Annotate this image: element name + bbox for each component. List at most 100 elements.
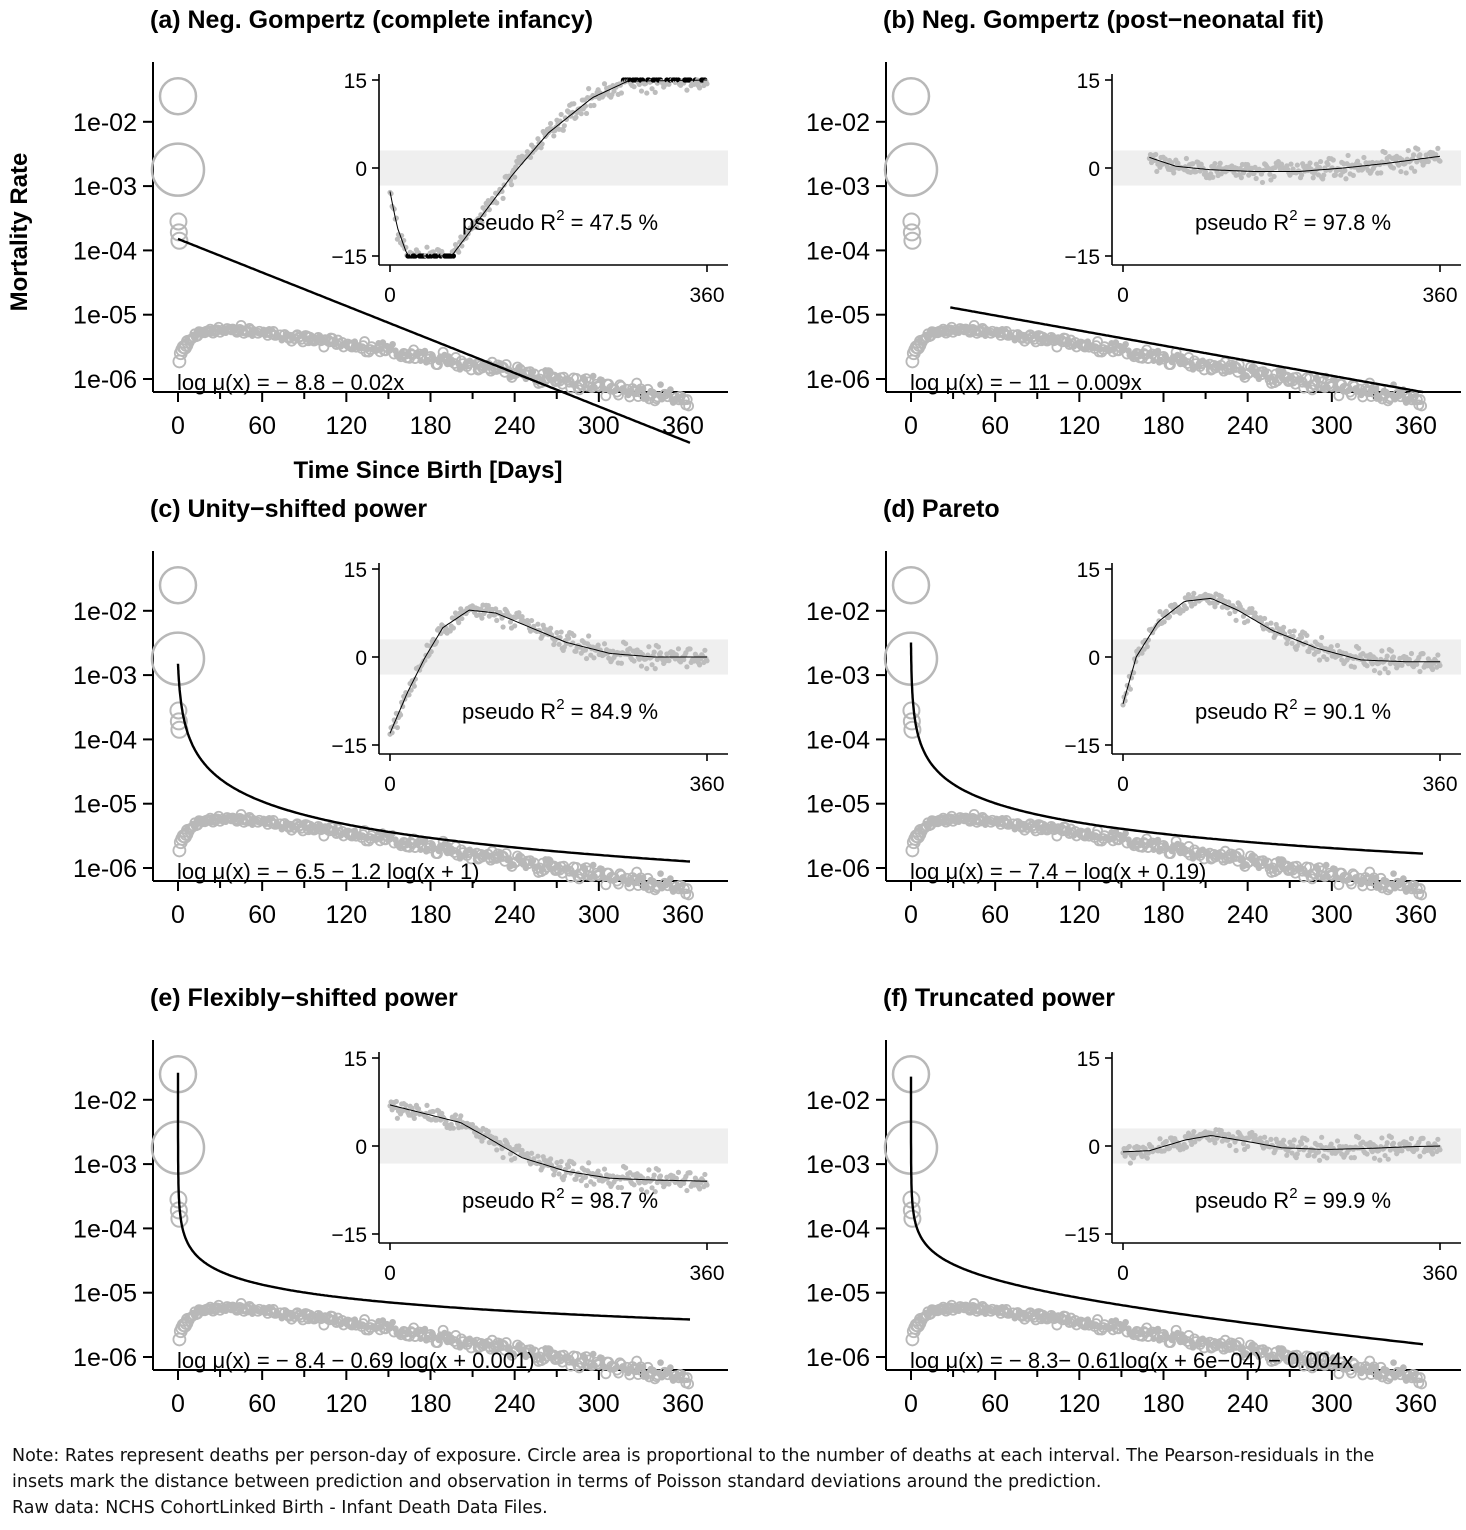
residual-dot xyxy=(1157,1136,1163,1142)
residual-dot xyxy=(1342,168,1348,174)
x-tick-label: 360 xyxy=(1395,901,1437,929)
residual-dot xyxy=(1313,161,1319,167)
residual-dot xyxy=(1145,637,1151,643)
residual-smooth xyxy=(1122,1135,1441,1153)
y-tick-label: 1e-05 xyxy=(806,791,870,819)
residual-dot xyxy=(1324,1155,1330,1161)
residual-dot xyxy=(636,81,642,88)
residual-dot xyxy=(1321,172,1327,178)
x-tick-label: 240 xyxy=(1227,901,1269,929)
residual-dot xyxy=(1364,663,1370,669)
residual-dot xyxy=(1268,177,1274,183)
residual-dot xyxy=(1154,168,1160,175)
residual-dot xyxy=(548,625,554,631)
residual-dot xyxy=(1303,1145,1309,1151)
residual-dot xyxy=(1304,632,1310,639)
residual-dot xyxy=(1343,176,1349,182)
residual-dot xyxy=(1162,156,1168,162)
residual-dot xyxy=(1246,172,1252,178)
residual-dot xyxy=(1127,1160,1133,1166)
residual-inset: −15 0 15 0 360 pseudo R2 = 97.8 % xyxy=(1064,70,1461,307)
residual-dot xyxy=(1183,1144,1189,1150)
residual-dot xyxy=(1251,170,1257,177)
residual-dot xyxy=(631,658,637,664)
residual-dot xyxy=(1294,1151,1300,1157)
inset-x-tick-label: 360 xyxy=(689,1262,724,1285)
observed-circle xyxy=(359,825,370,836)
residual-dot xyxy=(1298,1141,1305,1147)
residual-dot xyxy=(654,656,660,663)
residual-dot xyxy=(636,656,642,662)
observed-circle xyxy=(1092,336,1103,347)
residual-dot xyxy=(1385,1156,1391,1162)
observed-circle xyxy=(1416,1378,1428,1390)
residual-smooth xyxy=(389,79,707,257)
y-tick-label: 1e-06 xyxy=(806,1344,870,1372)
y-tick-label: 1e-04 xyxy=(806,1215,870,1243)
observed-dot xyxy=(1150,1335,1157,1343)
residual-dot xyxy=(513,164,519,170)
residual-dot xyxy=(1290,1143,1296,1149)
residual-dot xyxy=(1253,175,1259,182)
residual-dot xyxy=(560,127,566,133)
residual-dot xyxy=(561,1173,567,1179)
x-tick-label: 60 xyxy=(248,1390,276,1418)
residual-dot xyxy=(551,641,557,648)
residual-dot xyxy=(643,1179,649,1185)
residual-dot xyxy=(638,88,645,94)
residual-dot xyxy=(512,174,518,180)
observed-dot xyxy=(1122,340,1129,348)
x-tick-label: 300 xyxy=(578,412,620,440)
residual-dot xyxy=(1281,624,1287,630)
fitted-line xyxy=(909,1076,1424,1346)
residual-dot xyxy=(1212,604,1218,610)
residual-dot xyxy=(1351,1155,1358,1161)
residual-dot xyxy=(433,1117,440,1123)
residual-dot xyxy=(1390,165,1397,171)
residual-dot xyxy=(1171,170,1177,176)
inset-y-tick-label: −15 xyxy=(1064,1224,1100,1247)
residual-dot xyxy=(458,606,464,612)
y-tick-label: 1e-04 xyxy=(73,1215,137,1243)
residual-dot xyxy=(428,649,434,655)
residual-dot xyxy=(458,1113,464,1119)
note-line-2: insets mark the distance between predict… xyxy=(12,1472,1102,1492)
residual-dot xyxy=(485,1128,491,1135)
residual-dot xyxy=(1396,162,1402,168)
residual-inset: −15 0 15 0 360 pseudo R2 = 98.7 % xyxy=(331,1048,728,1285)
residual-dot xyxy=(601,641,608,647)
observed-points xyxy=(902,1190,1428,1390)
y-tick-label: 1e-02 xyxy=(73,598,137,626)
residual-dot xyxy=(558,111,564,118)
residual-dot xyxy=(1402,160,1408,167)
residual-dot xyxy=(1345,152,1351,159)
observed-dot xyxy=(589,372,597,380)
residual-dot xyxy=(415,1106,422,1112)
residual-dot xyxy=(507,1151,514,1157)
x-tick-label: 60 xyxy=(248,412,276,440)
y-tick-label: 1e-02 xyxy=(806,109,870,137)
residual-dot xyxy=(565,109,572,115)
residual-dot xyxy=(1163,608,1169,614)
residual-dot xyxy=(1319,634,1325,641)
residual-dot xyxy=(494,617,500,623)
residual-dot xyxy=(649,86,655,92)
residual-dot xyxy=(638,1187,645,1193)
observed-dot xyxy=(1390,870,1397,877)
residual-dot xyxy=(1399,662,1405,668)
residual-dot xyxy=(1334,642,1341,649)
x-tick-label: 300 xyxy=(578,901,620,929)
residual-dot xyxy=(486,613,492,619)
residual-dot xyxy=(618,660,625,666)
panel-c: (c) Unity−shifted power 1e-06 1e-05 1e-04 1e… xyxy=(73,495,728,929)
residual-dot xyxy=(1387,660,1393,667)
residual-dot xyxy=(512,1155,518,1161)
residual-dot xyxy=(1175,160,1181,166)
residual-smooth xyxy=(1149,155,1441,172)
residual-dot xyxy=(448,1121,454,1127)
residual-dot xyxy=(675,646,682,652)
residual-dot xyxy=(666,658,672,664)
y-tick-label: 1e-05 xyxy=(806,1280,870,1308)
x-tick-label: 180 xyxy=(1143,901,1185,929)
residual-dot xyxy=(479,219,485,225)
